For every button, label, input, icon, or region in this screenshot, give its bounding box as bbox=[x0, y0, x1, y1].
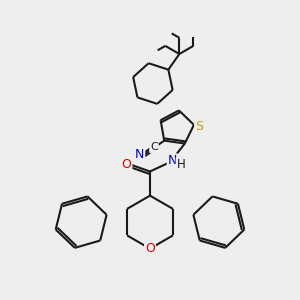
Text: S: S bbox=[195, 120, 203, 133]
Text: N: N bbox=[135, 148, 144, 161]
Text: C: C bbox=[150, 142, 158, 152]
Text: H: H bbox=[176, 158, 185, 171]
Text: O: O bbox=[145, 242, 155, 255]
Text: O: O bbox=[122, 158, 131, 171]
Text: N: N bbox=[168, 154, 177, 167]
